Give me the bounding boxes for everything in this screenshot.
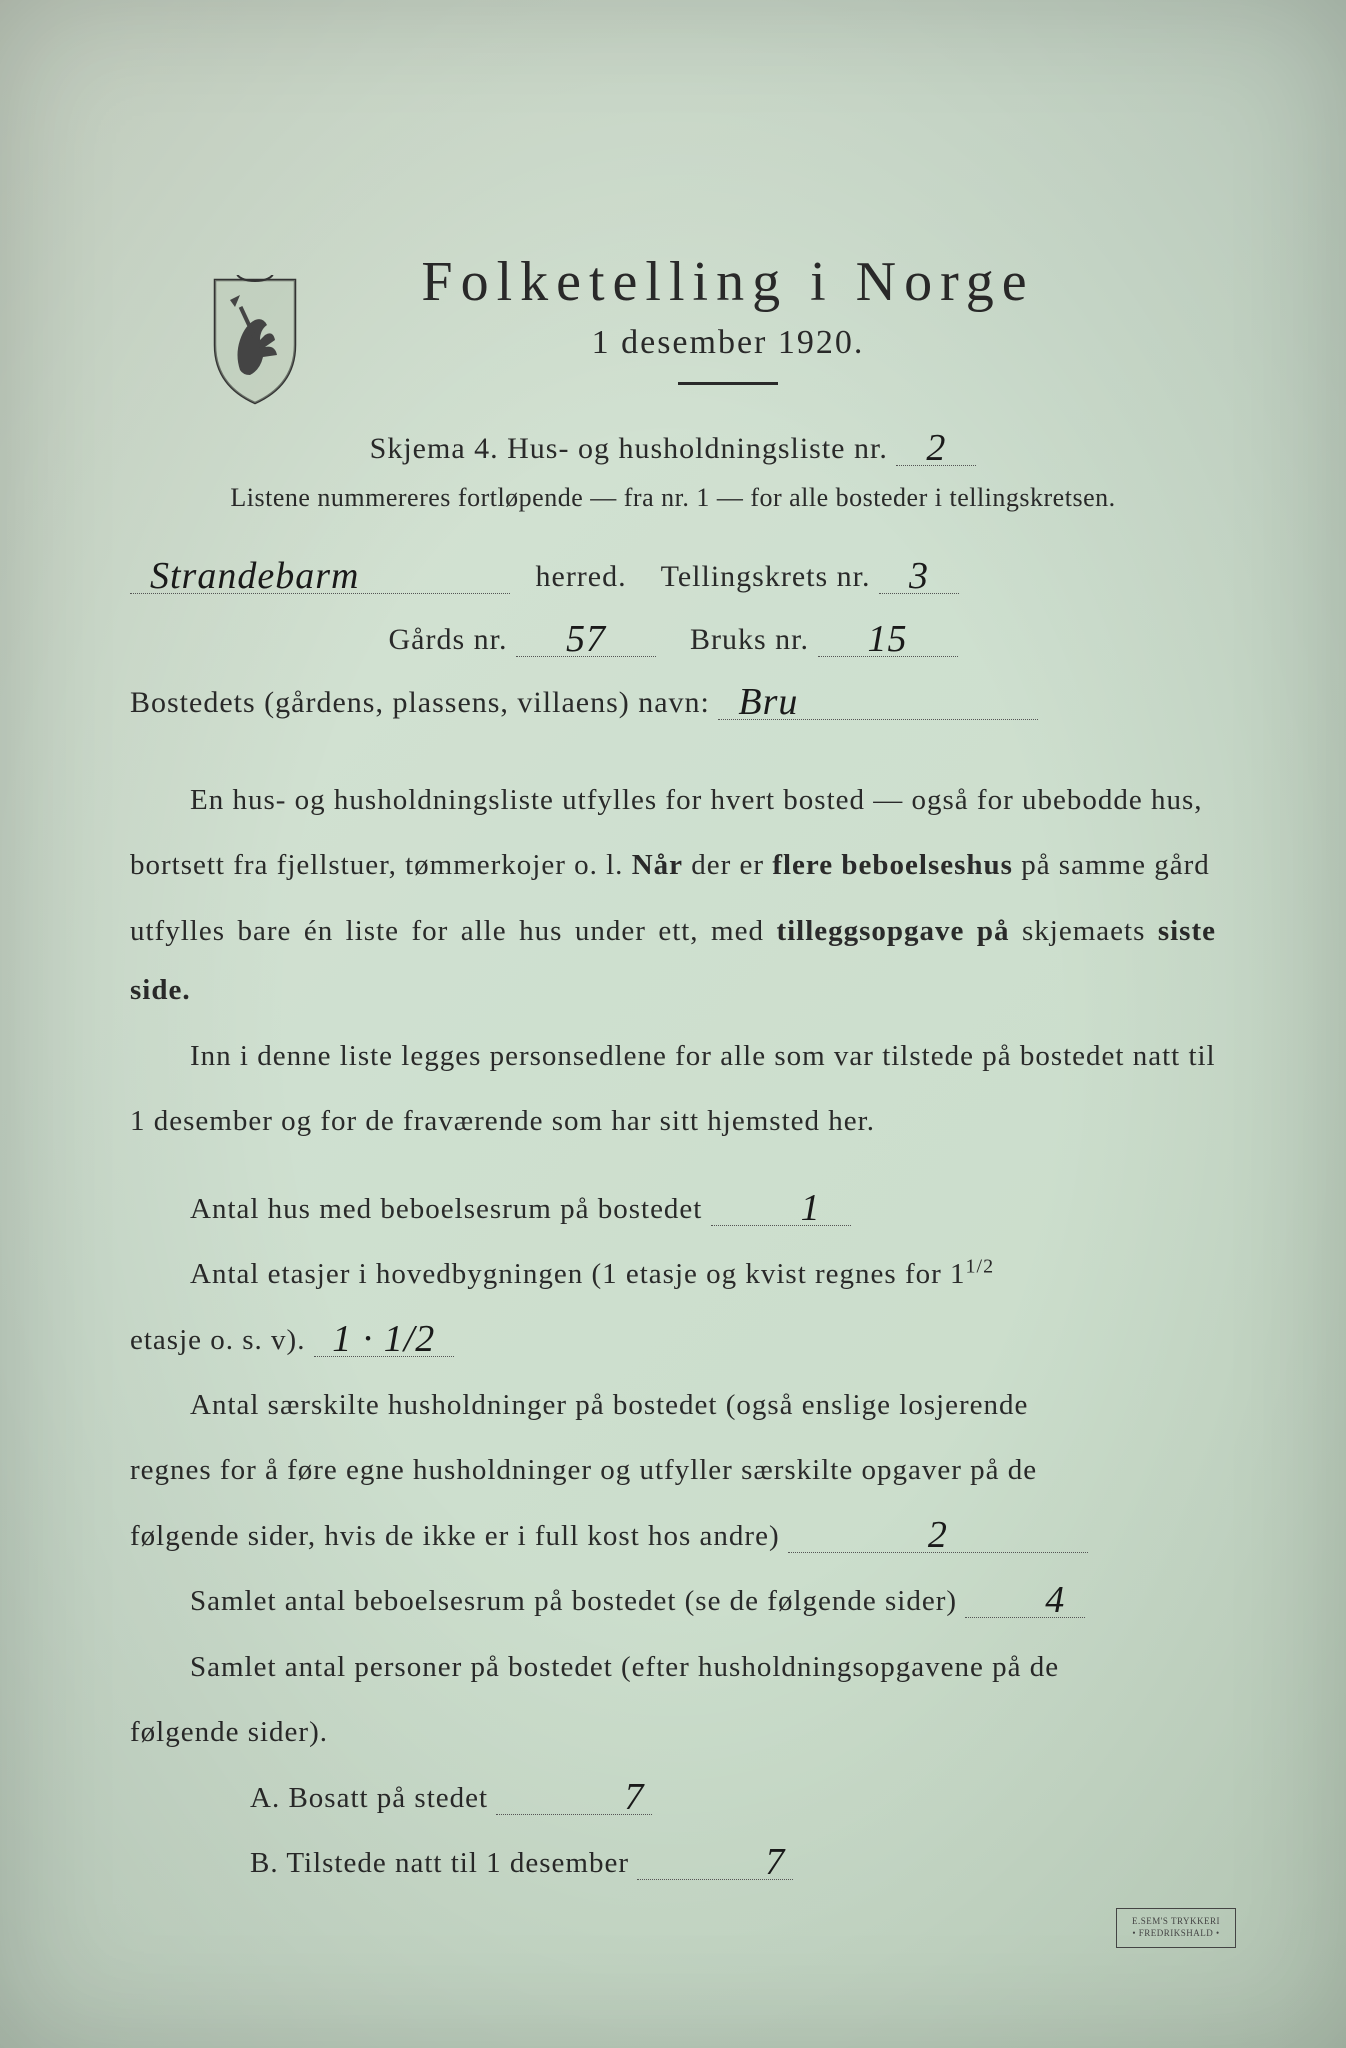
bruks-value: 15: [818, 622, 958, 657]
q3-line3: følgende sider, hvis de ikke er i full k…: [130, 1507, 1216, 1566]
q5b-value: 7: [637, 1845, 793, 1880]
stamp-line1: E.SEM'S TRYKKERI: [1117, 1916, 1235, 1928]
q2-line1: Antal etasjer i hovedbygningen (1 etasje…: [130, 1245, 1216, 1304]
herred-label: herred.: [536, 560, 627, 593]
q3-line1: Antal særskilte husholdninger på bostede…: [130, 1376, 1216, 1435]
q1-label: Antal hus med beboelsesrum på bostedet: [190, 1193, 702, 1225]
q4-label: Samlet antal beboelsesrum på bostedet (s…: [190, 1585, 957, 1617]
q5a-label: A. Bosatt på stedet: [250, 1782, 488, 1814]
para1-line2: bortsett fra fjellstuer, tømmerkojer o. …: [130, 836, 1216, 895]
q1-line: Antal hus med beboelsesrum på bostedet 1: [130, 1180, 1216, 1239]
main-title: Folketelling i Norge: [240, 250, 1216, 314]
q4-value: 4: [965, 1583, 1085, 1618]
q1-value: 1: [711, 1191, 851, 1226]
herred-value: Strandebarm: [130, 559, 510, 594]
q2-line2: etasje o. s. v). 1 · 1/2: [130, 1311, 1216, 1370]
para2-line1: Inn i denne liste legges personsedlene f…: [130, 1027, 1216, 1086]
bosted-line: Bostedets (gårdens, plassens, villaens) …: [130, 674, 1216, 731]
bosted-label: Bostedets (gårdens, plassens, villaens) …: [130, 686, 710, 719]
q5b-label: B. Tilstede natt til 1 desember: [250, 1847, 629, 1879]
q4-line: Samlet antal beboelsesrum på bostedet (s…: [130, 1572, 1216, 1631]
para2-line2: 1 desember og for de fraværende som har …: [130, 1092, 1216, 1151]
q5b-line: B. Tilstede natt til 1 desember 7: [130, 1834, 1216, 1893]
skjema-label: Skjema 4. Hus- og husholdningsliste nr.: [370, 432, 888, 465]
q2-label-a: Antal etasjer i hovedbygningen (1 etasje…: [190, 1258, 966, 1290]
stamp-line2: • FREDRIKSHALD •: [1117, 1928, 1235, 1940]
title-divider: [678, 382, 778, 385]
q5a-value: 7: [496, 1780, 652, 1815]
gards-label: Gårds nr.: [389, 623, 508, 656]
bosted-value: Bru: [718, 685, 1038, 720]
skjema-line: Skjema 4. Hus- og husholdningsliste nr. …: [130, 420, 1216, 477]
gards-value: 57: [516, 622, 656, 657]
para1-line3: utfylles bare én liste for alle hus unde…: [130, 902, 1216, 1021]
q2-label-b: etasje o. s. v).: [130, 1324, 305, 1356]
numbering-note: Listene nummereres fortløpende — fra nr.…: [130, 483, 1216, 513]
coat-of-arms-icon: [205, 275, 305, 405]
subtitle: 1 desember 1920.: [240, 324, 1216, 362]
para1-line1: En hus- og husholdningsliste utfylles fo…: [130, 771, 1216, 830]
herred-line: Strandebarm herred. Tellingskrets nr. 3: [130, 548, 1216, 605]
tellingskrets-label: Tellingskrets nr.: [661, 560, 871, 593]
q5a-line: A. Bosatt på stedet 7: [130, 1769, 1216, 1828]
bruks-label: Bruks nr.: [690, 623, 809, 656]
q5-line1: Samlet antal personer på bostedet (efter…: [130, 1638, 1216, 1697]
q3-label-end: følgende sider, hvis de ikke er i full k…: [130, 1520, 780, 1552]
tellingskrets-value: 3: [879, 559, 959, 594]
q2-value: 1 · 1/2: [314, 1322, 454, 1357]
q3-line2: regnes for å føre egne husholdninger og …: [130, 1441, 1216, 1500]
census-form-page: Folketelling i Norge 1 desember 1920. Sk…: [0, 0, 1346, 2048]
q5-line2: følgende sider).: [130, 1703, 1216, 1762]
title-block: Folketelling i Norge 1 desember 1920.: [240, 250, 1216, 385]
q3-value: 2: [788, 1518, 1088, 1553]
instructions-block: En hus- og husholdningsliste utfylles fo…: [130, 771, 1216, 1893]
printer-stamp: E.SEM'S TRYKKERI • FREDRIKSHALD •: [1116, 1908, 1236, 1948]
q2-half: 1/2: [966, 1255, 995, 1277]
skjema-nr-value: 2: [896, 431, 976, 466]
gards-bruks-line: Gårds nr. 57 Bruks nr. 15: [130, 611, 1216, 668]
